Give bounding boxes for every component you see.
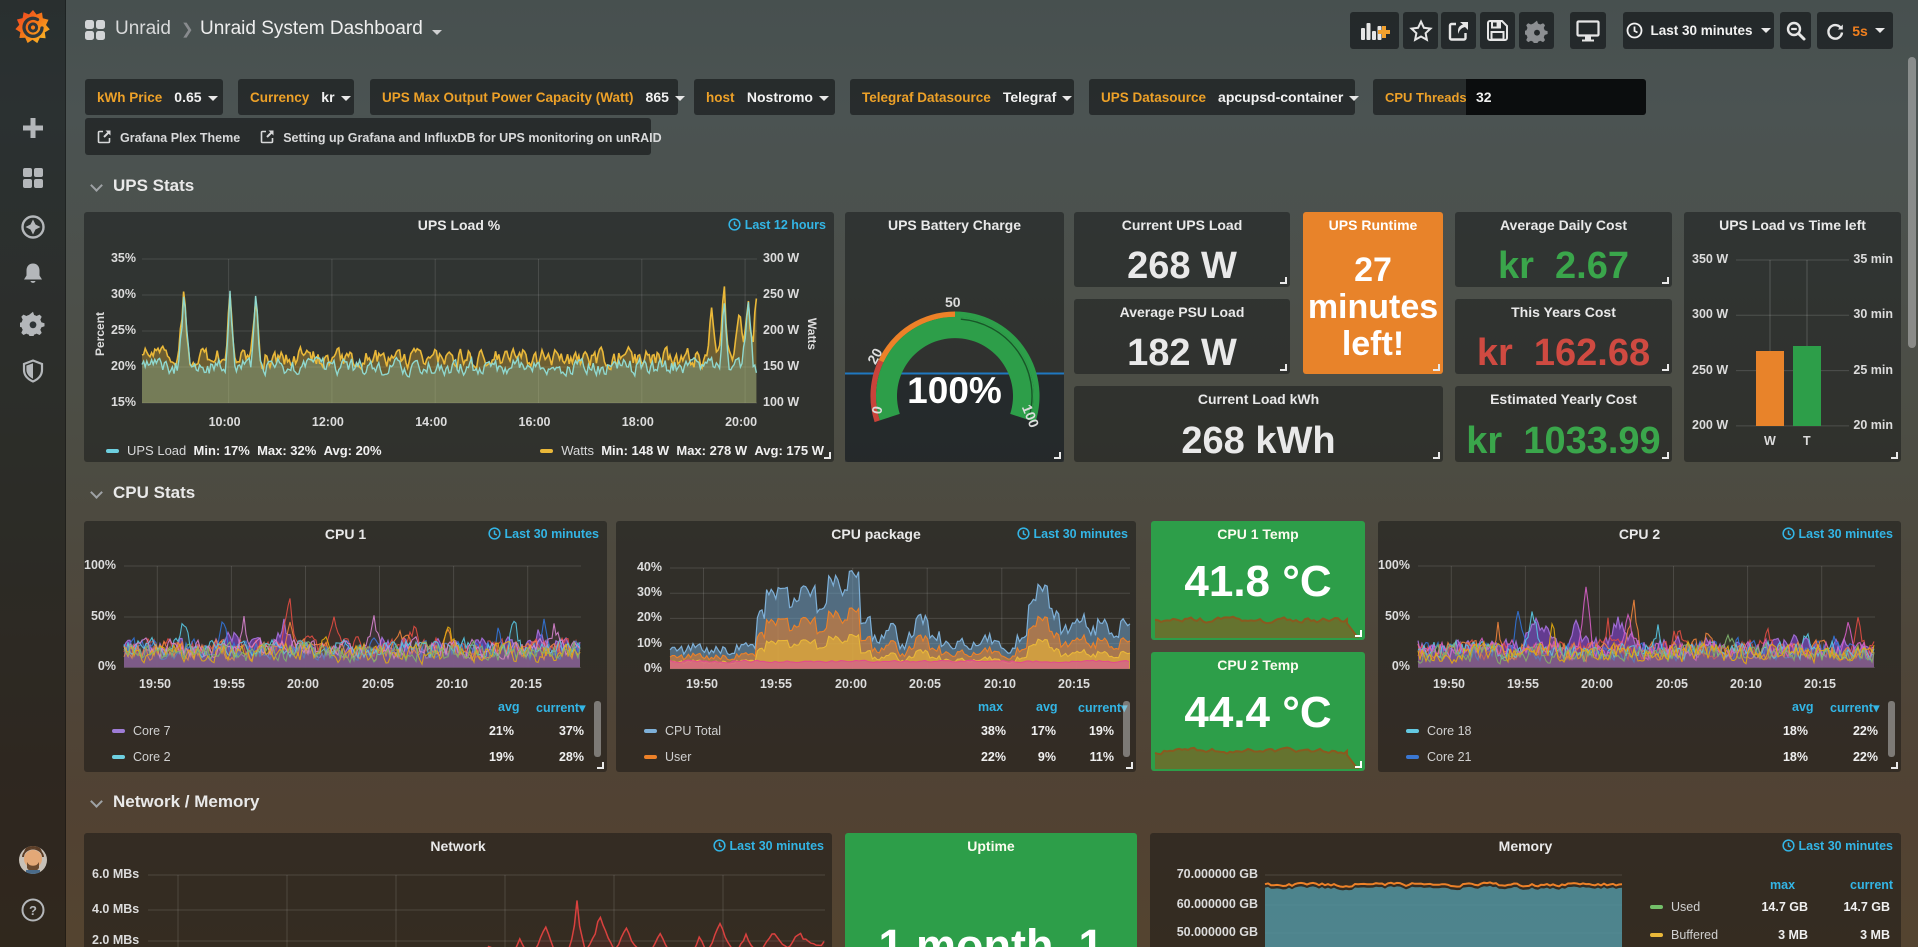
svg-text:?: ? [29,903,37,918]
